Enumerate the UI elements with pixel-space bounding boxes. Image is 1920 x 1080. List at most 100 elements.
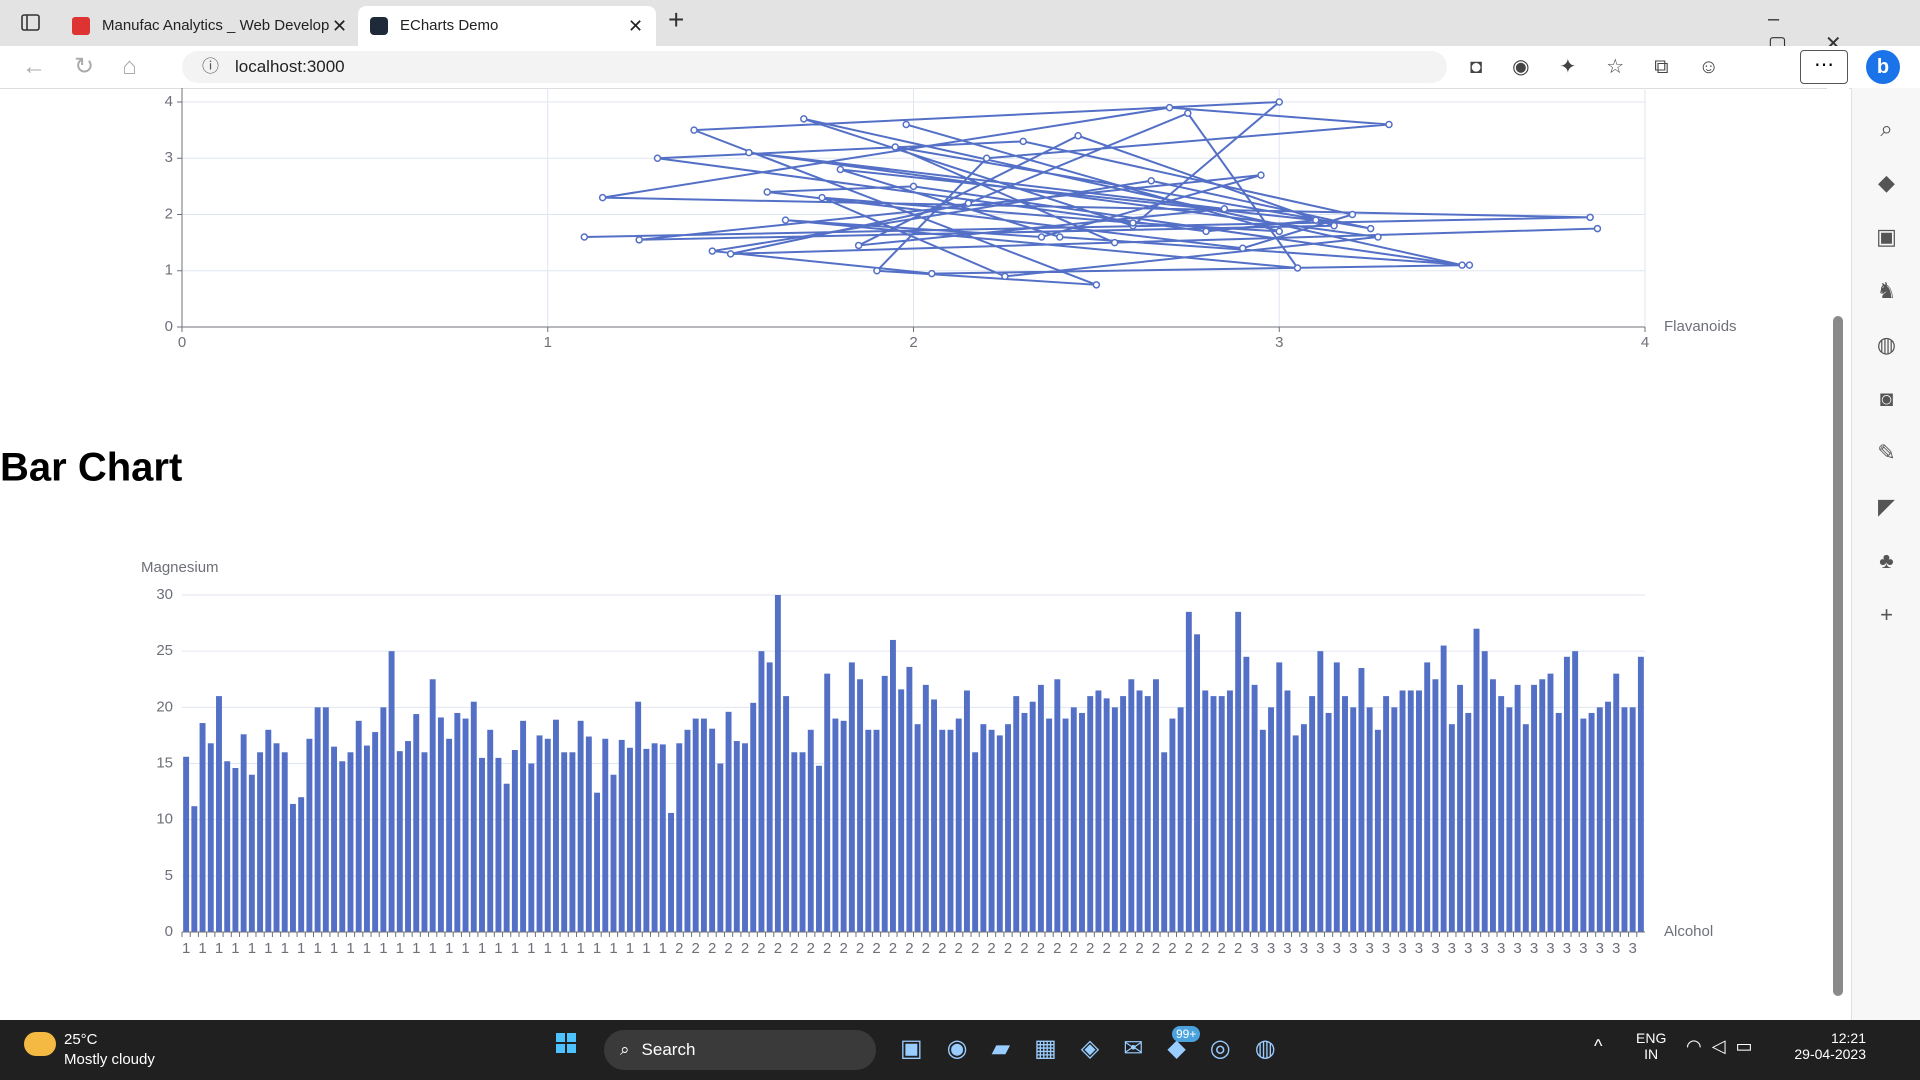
bar bbox=[881, 675, 888, 932]
search-text: Search bbox=[641, 1040, 696, 1059]
point bbox=[1056, 233, 1064, 241]
new-tab[interactable]: + bbox=[668, 4, 685, 35]
tab-actions-icon[interactable] bbox=[20, 12, 42, 34]
tray-icons[interactable]: ◠◁▭ bbox=[1686, 1036, 1763, 1056]
bar bbox=[1555, 712, 1562, 932]
bar bbox=[413, 714, 420, 932]
start-button[interactable] bbox=[556, 1033, 576, 1053]
bar bbox=[273, 743, 280, 932]
bar bbox=[331, 746, 338, 932]
point bbox=[800, 115, 808, 123]
language[interactable]: ENG IN bbox=[1636, 1030, 1666, 1062]
x-tick-label: 2 bbox=[1086, 940, 1094, 957]
taskbar: 25°C Mostly cloudy ⌕ Search ▣◉▰▦◈✉◆◎◍ 99+… bbox=[0, 1020, 1920, 1080]
x-tick-label: 1 bbox=[527, 940, 535, 957]
url-field[interactable]: ⓘ localhost:3000 bbox=[182, 51, 1447, 83]
menu-button[interactable]: ⋯ bbox=[1800, 50, 1848, 84]
bar bbox=[536, 735, 543, 932]
x-tick-label: 1 bbox=[198, 940, 206, 957]
bar bbox=[314, 707, 321, 932]
lang-region: IN bbox=[1644, 1046, 1659, 1062]
tab-strip: Manufac Analytics _ Web Develop ✕ EChart… bbox=[0, 0, 1920, 55]
bar bbox=[865, 729, 872, 932]
bar bbox=[1350, 707, 1357, 932]
bar bbox=[1062, 718, 1069, 932]
bar bbox=[265, 729, 272, 932]
x-tick-label: 2 bbox=[856, 940, 864, 957]
x-tick-label: 1 bbox=[511, 940, 519, 957]
point bbox=[873, 267, 881, 275]
x-tick-label: 3 bbox=[1431, 940, 1439, 957]
bar bbox=[232, 767, 239, 932]
bar bbox=[1087, 696, 1094, 932]
point bbox=[1019, 137, 1027, 146]
tab[interactable]: Manufac Analytics _ Web Develop ✕ bbox=[62, 6, 356, 46]
bar bbox=[1383, 696, 1390, 932]
x-tick-label: 1 bbox=[231, 940, 239, 957]
toolbar-icons[interactable]: ◘◉✦☆⧉☺ bbox=[1470, 56, 1749, 78]
bar bbox=[1005, 724, 1011, 932]
bar bbox=[824, 673, 831, 932]
bar bbox=[618, 739, 625, 932]
clock[interactable]: 12:21 29-04-2023 bbox=[1788, 1030, 1866, 1062]
bar bbox=[240, 734, 247, 932]
x-tick-label: 2 bbox=[1119, 940, 1127, 957]
bar bbox=[931, 699, 938, 932]
bar bbox=[955, 718, 962, 932]
nav-buttons[interactable]: ←↻⌂ bbox=[22, 53, 165, 80]
x-tick-label: 3 bbox=[1300, 940, 1308, 957]
bar bbox=[1473, 628, 1480, 932]
x-tick-label: 3 bbox=[1464, 940, 1472, 957]
tray-chevron[interactable]: ^ bbox=[1594, 1036, 1603, 1056]
bar bbox=[922, 684, 929, 932]
point bbox=[745, 148, 753, 157]
bar bbox=[651, 743, 658, 932]
taskbar-apps[interactable]: ▣◉▰▦◈✉◆◎◍ bbox=[900, 1035, 1300, 1062]
x-tick-label: 2 bbox=[1070, 940, 1078, 957]
y-tick-label: 4 bbox=[165, 93, 173, 110]
point bbox=[1312, 216, 1320, 224]
x-tick-label: 2 bbox=[922, 940, 930, 957]
bar bbox=[988, 729, 995, 932]
x-tick-label: 1 bbox=[609, 940, 617, 957]
bar bbox=[635, 701, 642, 932]
bar bbox=[503, 783, 510, 932]
bar bbox=[1358, 668, 1365, 932]
bar bbox=[610, 774, 617, 932]
bar bbox=[1037, 684, 1044, 932]
y-tick-label: 3 bbox=[165, 149, 173, 166]
x-tick-label: 1 bbox=[560, 940, 568, 957]
bar bbox=[1399, 690, 1406, 932]
bar bbox=[1021, 712, 1028, 932]
bar bbox=[1629, 707, 1636, 932]
copilot-button[interactable]: b bbox=[1866, 50, 1900, 84]
bar bbox=[1226, 690, 1233, 932]
point bbox=[1202, 227, 1210, 236]
bar bbox=[1563, 656, 1570, 932]
x-tick-label: 2 bbox=[905, 940, 913, 957]
bar bbox=[585, 736, 592, 932]
x-tick-label: 2 bbox=[708, 940, 716, 957]
bar bbox=[1268, 707, 1274, 932]
bar bbox=[1325, 712, 1332, 932]
bar bbox=[1522, 724, 1529, 932]
bar bbox=[183, 756, 190, 932]
point bbox=[781, 216, 790, 224]
x-tick-label: 3 bbox=[1250, 940, 1258, 957]
sidebar-icons[interactable]: ⌕ ◆ ▣ ♞ ◍ ◙ ✎ ◤ ♣ + bbox=[1876, 116, 1897, 627]
x-tick-label: 2 bbox=[1201, 940, 1209, 957]
bar bbox=[807, 729, 814, 932]
bar bbox=[561, 752, 568, 932]
x-tick-label: 1 bbox=[346, 940, 354, 957]
search-box[interactable]: ⌕ Search bbox=[604, 1030, 876, 1070]
point bbox=[1293, 264, 1302, 272]
scrollbar[interactable] bbox=[1827, 88, 1849, 1020]
point bbox=[1220, 205, 1229, 213]
x-tick-label: 2 bbox=[1037, 940, 1045, 957]
bar bbox=[1144, 696, 1151, 932]
point bbox=[690, 126, 698, 134]
bar bbox=[511, 750, 518, 932]
bar bbox=[725, 711, 732, 932]
bar bbox=[1621, 707, 1628, 932]
tab-active[interactable]: ECharts Demo ✕ bbox=[358, 6, 656, 46]
